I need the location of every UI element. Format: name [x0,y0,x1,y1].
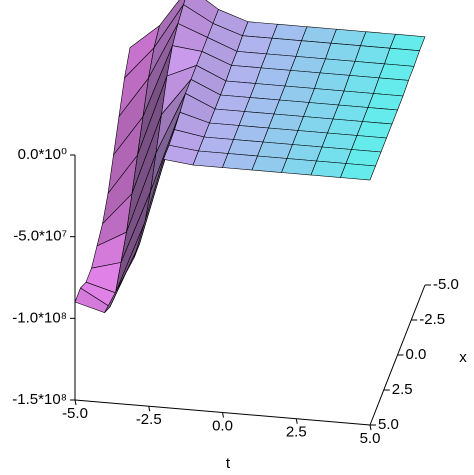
surface-patch [356,121,393,139]
surface-patch [354,45,391,65]
surface-patch [338,90,374,108]
surface-patch [260,53,297,71]
t-axis-title: t [226,455,231,472]
surface-patch [384,47,420,67]
t-tick-label: -5.0 [62,405,88,422]
surface-patch [292,130,328,148]
surface-patch [257,141,293,159]
surface-patch [330,28,367,47]
surface-patch [314,72,350,92]
surface-patch [284,70,321,89]
surface-patch [225,65,262,84]
surface-patch [192,150,229,168]
x-axis-title: x [459,349,467,366]
surface-patch [222,153,258,171]
surface-patch [319,58,356,76]
surface-patch [308,88,345,106]
surface-patch [231,51,267,69]
surface-patch [295,40,332,60]
t-tick-label: 0.0 [212,417,233,434]
surface-patch [249,83,286,101]
surface-patch [227,139,264,157]
surface-patch [345,149,382,167]
surface-patch [303,102,339,120]
surface-patch [203,122,240,140]
surface-patch [373,77,409,97]
z-tick-label: -1.5*10⁸ [12,391,67,408]
x-tick-label: 2.5 [392,381,413,398]
t-tick [369,424,372,431]
surface-patch [367,93,404,111]
t-tick-label: 2.5 [286,424,307,441]
surface-patch [242,21,278,39]
surface-patch [238,111,275,129]
surface-patch [214,94,251,112]
surface-patch [325,42,361,62]
x-tick-label: 0.0 [406,346,427,363]
surface-patch [362,107,398,125]
t-tick [74,399,77,406]
surface-patch [351,135,387,153]
surface-patch [198,136,234,154]
surface-patch [273,99,310,117]
surface-patch [271,23,308,42]
surface-patch [310,160,347,178]
surface-patch [349,61,385,79]
surface-patch [244,97,280,115]
surface-patch [327,118,363,136]
surface-patch [343,75,380,94]
t-tick-label: -2.5 [136,411,162,428]
surface-patch [332,104,369,122]
surface-patch [233,125,269,143]
z-tick-label: -1.0*10⁸ [12,309,67,326]
surface-patch [340,163,376,181]
surface-patch [279,85,315,103]
x-tick-label: -5.0 [433,276,459,293]
z-tick-label: -5.0*10⁷ [13,228,67,245]
z-tick-label: 0.0*10⁰ [18,146,67,163]
surface-patch [290,56,326,74]
x-tick-label: 5.0 [378,416,399,433]
t-tick [295,418,298,424]
surface-patch [220,80,256,98]
surface-patch [301,26,337,44]
surface-patch [251,155,288,173]
t-tick-label: 5.0 [360,430,381,447]
x-tick-label: -2.5 [419,311,445,328]
surface-patch [236,35,273,55]
surface-patch [297,116,334,134]
surface-patch [209,108,245,126]
t-tick [222,412,224,418]
surface-patch [378,63,415,81]
surface-patch [266,37,302,57]
surface-patch [286,144,323,162]
surface-patch [268,113,304,131]
surface-patch [321,132,358,150]
surface-patch [360,31,396,49]
surface-patch [255,67,291,87]
surface-patch [281,158,317,176]
t-tick [148,406,151,412]
surface-patch [316,146,352,164]
surface-patch [262,127,299,145]
surface-patch [389,33,426,52]
